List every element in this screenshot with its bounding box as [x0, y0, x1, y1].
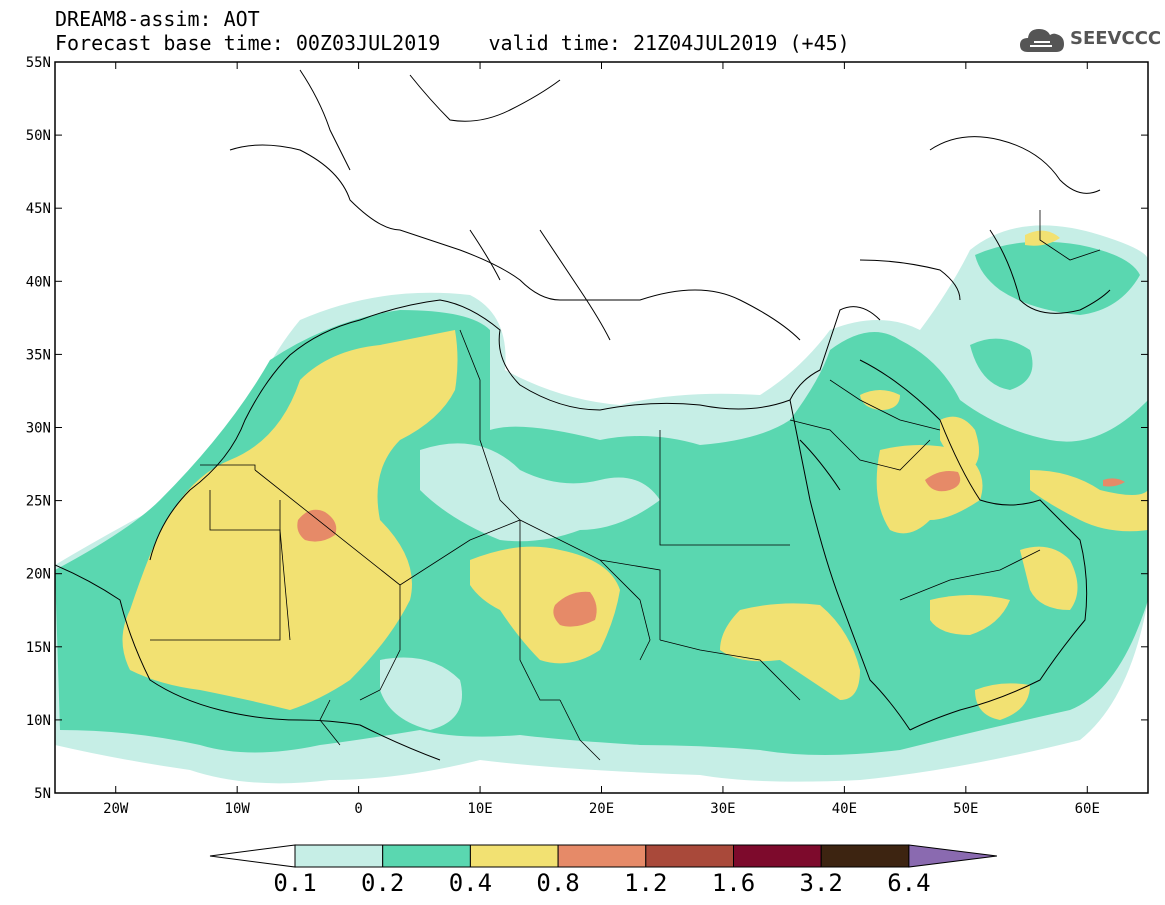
colorbar-segment [469, 844, 559, 868]
forecast-base-time: Forecast base time: 00Z03JUL2019 [55, 31, 441, 55]
x-tick-label: 10W [225, 801, 251, 817]
x-tick-label: 60E [1075, 801, 1100, 817]
y-tick-label: 10N [26, 713, 51, 729]
colorbar-label: 0.1 [273, 869, 316, 897]
aot-layer-0.1-inner [380, 443, 660, 730]
y-tick-label: 25N [26, 494, 51, 510]
colorbar-segment [294, 844, 384, 868]
colorbar-segment [382, 844, 471, 868]
x-tick-label: 50E [953, 801, 978, 817]
colorbar-over-triangle [908, 844, 997, 868]
y-tick-label: 5N [34, 786, 51, 802]
y-tick-label: 40N [26, 274, 51, 290]
map-title: DREAM8-assim: AOT [55, 7, 260, 31]
x-axis: 20W 10W 0 10E 20E 30E 40E 50E 60E [103, 62, 1100, 817]
colorbar-under-triangle [209, 844, 296, 868]
logo-text: SEEVCCC [1070, 28, 1162, 49]
coastlines [55, 69, 1111, 761]
y-axis: 5N 10N 15N 20N 25N 30N 35N 40N 45N 50N 55N [26, 55, 1148, 802]
y-tick-label: 55N [26, 55, 51, 71]
x-tick-label: 40E [832, 801, 857, 817]
aot-map: 5N 10N 15N 20N 25N 30N 35N 40N 45N 50N 55N 20W 10W 0… [26, 55, 1149, 817]
seevccc-logo: SEEVCCC [1018, 22, 1162, 58]
x-tick-label: 20E [589, 801, 614, 817]
colorbar-segment [557, 844, 647, 868]
y-tick-label: 15N [26, 640, 51, 656]
colorbar-label: 0.8 [536, 869, 579, 897]
colorbar-label: 1.2 [624, 869, 667, 897]
y-tick-label: 20N [26, 567, 51, 583]
y-tick-label: 50N [26, 128, 51, 144]
y-tick-label: 35N [26, 347, 51, 363]
x-tick-label: 10E [467, 801, 492, 817]
colorbar-label: 1.6 [712, 869, 755, 897]
cloud-icon [1020, 29, 1064, 52]
colorbar-label: 6.4 [887, 869, 930, 897]
valid-time: valid time: 21Z04JUL2019 (+45) [488, 31, 850, 55]
colorbar-label: 3.2 [800, 869, 843, 897]
colorbar-segment [733, 844, 822, 868]
x-tick-label: 30E [710, 801, 735, 817]
colorbar-label: 0.2 [361, 869, 404, 897]
colorbar-segment [820, 844, 910, 868]
colorbar-label: 0.4 [449, 869, 492, 897]
y-tick-label: 45N [26, 201, 51, 217]
y-tick-label: 30N [26, 421, 51, 437]
x-tick-label: 0 [354, 801, 362, 817]
country-borders [150, 210, 1101, 761]
x-tick-label: 20W [103, 801, 129, 817]
forecast-times: Forecast base time: 00Z03JUL2019 valid t… [55, 32, 850, 54]
colorbar-segment [645, 844, 734, 868]
aot-layer-0.8 [297, 471, 1125, 627]
